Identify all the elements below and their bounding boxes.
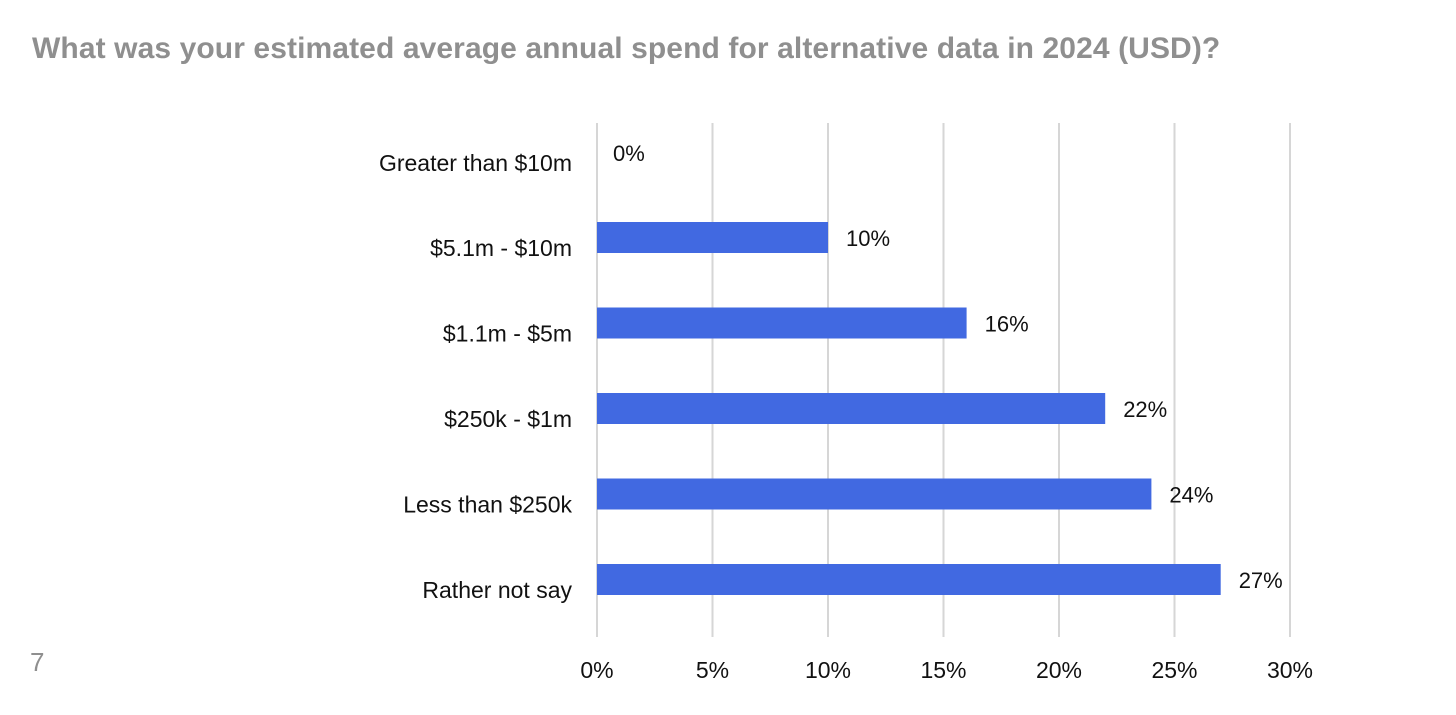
data-label: 27% (1239, 568, 1283, 593)
bar (597, 222, 828, 253)
x-tick-label: 10% (805, 657, 851, 683)
data-label: 22% (1123, 397, 1167, 422)
bar (597, 478, 1152, 510)
bar (597, 564, 1221, 595)
category-label: $5.1m - $10m (430, 235, 572, 261)
category-label: $250k - $1m (444, 406, 572, 432)
data-labels: 0% 10% 16% 22% 24% 27% (613, 141, 1283, 593)
x-tick-label: 30% (1267, 657, 1313, 683)
x-tick-label: 0% (580, 657, 613, 683)
data-label: 0% (613, 141, 645, 166)
category-label: Rather not say (422, 577, 572, 603)
bar (597, 307, 967, 339)
category-label: $1.1m - $5m (443, 321, 572, 347)
chart-title: What was your estimated average annual s… (32, 32, 1221, 65)
category-labels: Greater than $10m $5.1m - $10m $1.1m - $5m… (379, 150, 573, 603)
data-label: 24% (1169, 483, 1213, 508)
data-label: 16% (985, 312, 1029, 337)
bar (597, 393, 1106, 424)
data-label: 10% (846, 226, 890, 251)
page-number: 7 (30, 647, 45, 677)
x-axis-tick-labels: 0% 5% 10% 15% 20% 25% 30% (580, 657, 1313, 683)
category-label: Less than $250k (403, 492, 572, 518)
x-tick-label: 15% (920, 657, 966, 683)
bars (597, 222, 1221, 595)
gridlines (596, 123, 1291, 637)
category-label: Greater than $10m (379, 150, 572, 176)
x-tick-label: 25% (1151, 657, 1197, 683)
x-tick-label: 20% (1036, 657, 1082, 683)
x-tick-label: 5% (696, 657, 729, 683)
